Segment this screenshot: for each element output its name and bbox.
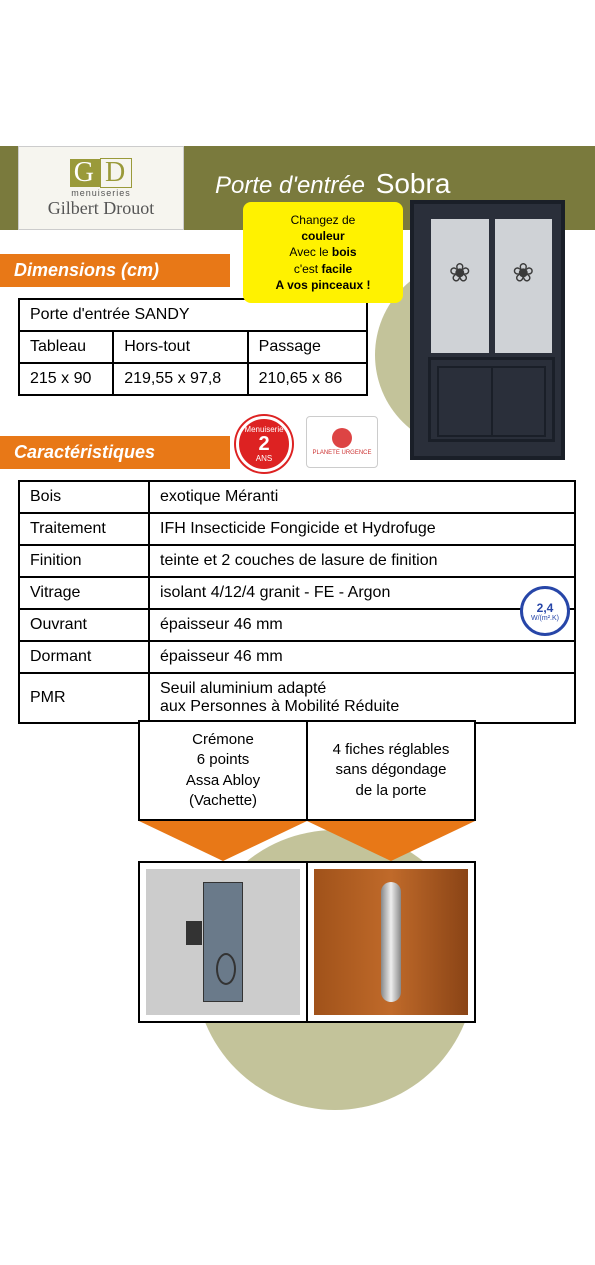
carac-key: Finition	[19, 545, 149, 577]
dim-value: 215 x 90	[19, 363, 113, 395]
tagline-model: Sobra	[376, 168, 451, 199]
dim-col-header: Tableau	[19, 331, 113, 363]
planete-badge: PLANETE URGENCE	[306, 416, 378, 468]
carac-val: épaisseur 46 mm	[149, 609, 575, 641]
hardware-table: Crémone 6 points Assa Abloy (Vachette) 4…	[138, 720, 476, 1023]
carac-key: Ouvrant	[19, 609, 149, 641]
color-callout: Changez de couleur Avec le bois c'est fa…	[243, 202, 403, 303]
callout-line: Avec le	[289, 245, 331, 259]
logo-g: G	[70, 159, 100, 187]
warranty-badge: Menuiserie 2 ANS	[236, 416, 292, 472]
dim-title: Porte d'entrée SANDY	[19, 299, 367, 331]
carac-val: teinte et 2 couches de lasure de finitio…	[149, 545, 575, 577]
dim-col-header: Passage	[248, 331, 367, 363]
badge-text: PLANETE URGENCE	[312, 450, 371, 456]
section-carac-title: Caractéristiques	[0, 436, 230, 469]
coef-unit: W/(m².K)	[531, 615, 559, 622]
callout-line: Changez de	[291, 213, 356, 227]
badge-number: 2	[258, 434, 269, 454]
carac-key: PMR	[19, 673, 149, 723]
carac-val: IFH Insecticide Fongicide et Hydrofuge	[149, 513, 575, 545]
dim-col-header: Hors-tout	[113, 331, 247, 363]
characteristics-table: Boisexotique Méranti TraitementIFH Insec…	[18, 480, 576, 724]
section-dimensions-title: Dimensions (cm)	[0, 254, 230, 287]
badge-text: ANS	[256, 454, 272, 463]
logo-subtext: menuiseries	[71, 188, 131, 198]
callout-line: couleur	[301, 229, 344, 243]
dimensions-table: Porte d'entrée SANDY Tableau Hors-tout P…	[18, 298, 368, 396]
arrow-down-icon	[139, 821, 307, 861]
callout-line: c'est	[294, 262, 322, 276]
logo-signature: Gilbert Drouot	[48, 198, 154, 219]
dim-value: 219,55 x 97,8	[113, 363, 247, 395]
tagline-prefix: Porte d'entrée	[215, 172, 365, 199]
carac-key: Dormant	[19, 641, 149, 673]
carac-val: exotique Méranti	[149, 481, 575, 513]
arrow-down-icon	[307, 821, 475, 861]
lock-image	[146, 869, 300, 1015]
carac-val: isolant 4/12/4 granit - FE - Argon	[149, 577, 575, 609]
hardware-hinge-label: 4 fiches réglables sans dégondage de la …	[307, 721, 475, 820]
sun-icon	[332, 428, 352, 448]
callout-line: facile	[321, 262, 352, 276]
brand-logo: GD menuiseries Gilbert Drouot	[18, 146, 184, 230]
carac-key: Bois	[19, 481, 149, 513]
carac-key: Vitrage	[19, 577, 149, 609]
coef-value: 2,4	[537, 601, 554, 615]
logo-d: D	[100, 158, 132, 188]
tagline: Porte d'entrée Sobra	[215, 168, 450, 200]
carac-val: épaisseur 46 mm	[149, 641, 575, 673]
hardware-lock-label: Crémone 6 points Assa Abloy (Vachette)	[139, 721, 307, 820]
thermal-coef-badge: 2,4 W/(m².K)	[520, 586, 570, 636]
callout-line: bois	[332, 245, 357, 259]
dim-value: 210,65 x 86	[248, 363, 367, 395]
callout-line: A vos pinceaux !	[276, 278, 371, 292]
hinge-image	[314, 869, 468, 1015]
badge-group: Menuiserie 2 ANS PLANETE URGENCE	[236, 416, 378, 472]
carac-key: Traitement	[19, 513, 149, 545]
door-image: ❀ ❀	[410, 200, 565, 460]
carac-val: Seuil aluminium adapté aux Personnes à M…	[149, 673, 575, 723]
